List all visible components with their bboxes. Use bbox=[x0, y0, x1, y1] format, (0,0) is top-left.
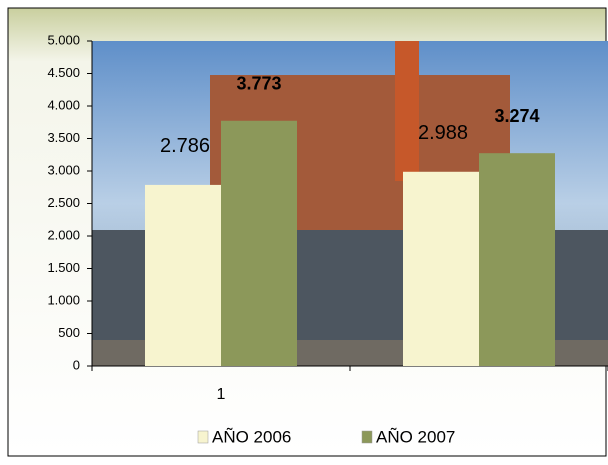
x-tick-label: 1 bbox=[217, 386, 226, 403]
bar bbox=[479, 153, 555, 366]
legend-label: AÑO 2006 bbox=[212, 427, 291, 446]
y-tick-label: 0 bbox=[73, 357, 80, 372]
value-label: 2.988 bbox=[418, 122, 468, 144]
legend-swatch bbox=[197, 430, 209, 444]
y-tick-label: 3.000 bbox=[47, 162, 80, 177]
value-label: 3.274 bbox=[494, 106, 539, 126]
legend-label: AÑO 2007 bbox=[376, 427, 455, 446]
bar bbox=[403, 171, 479, 366]
y-tick-label: 5.000 bbox=[47, 32, 80, 47]
y-tick-label: 1.000 bbox=[47, 292, 80, 307]
y-tick-label: 2.500 bbox=[47, 195, 80, 210]
y-tick-label: 500 bbox=[58, 325, 80, 340]
y-tick-label: 2.000 bbox=[47, 227, 80, 242]
y-tick-label: 4.000 bbox=[47, 97, 80, 112]
bar bbox=[145, 184, 221, 366]
bar bbox=[221, 120, 297, 366]
value-label: 3.773 bbox=[236, 74, 281, 94]
y-tick-label: 1.500 bbox=[47, 260, 80, 275]
y-tick-label: 4.500 bbox=[47, 65, 80, 80]
legend-swatch bbox=[361, 430, 373, 444]
value-label: 2.786 bbox=[160, 135, 210, 157]
y-tick-label: 3.500 bbox=[47, 130, 80, 145]
